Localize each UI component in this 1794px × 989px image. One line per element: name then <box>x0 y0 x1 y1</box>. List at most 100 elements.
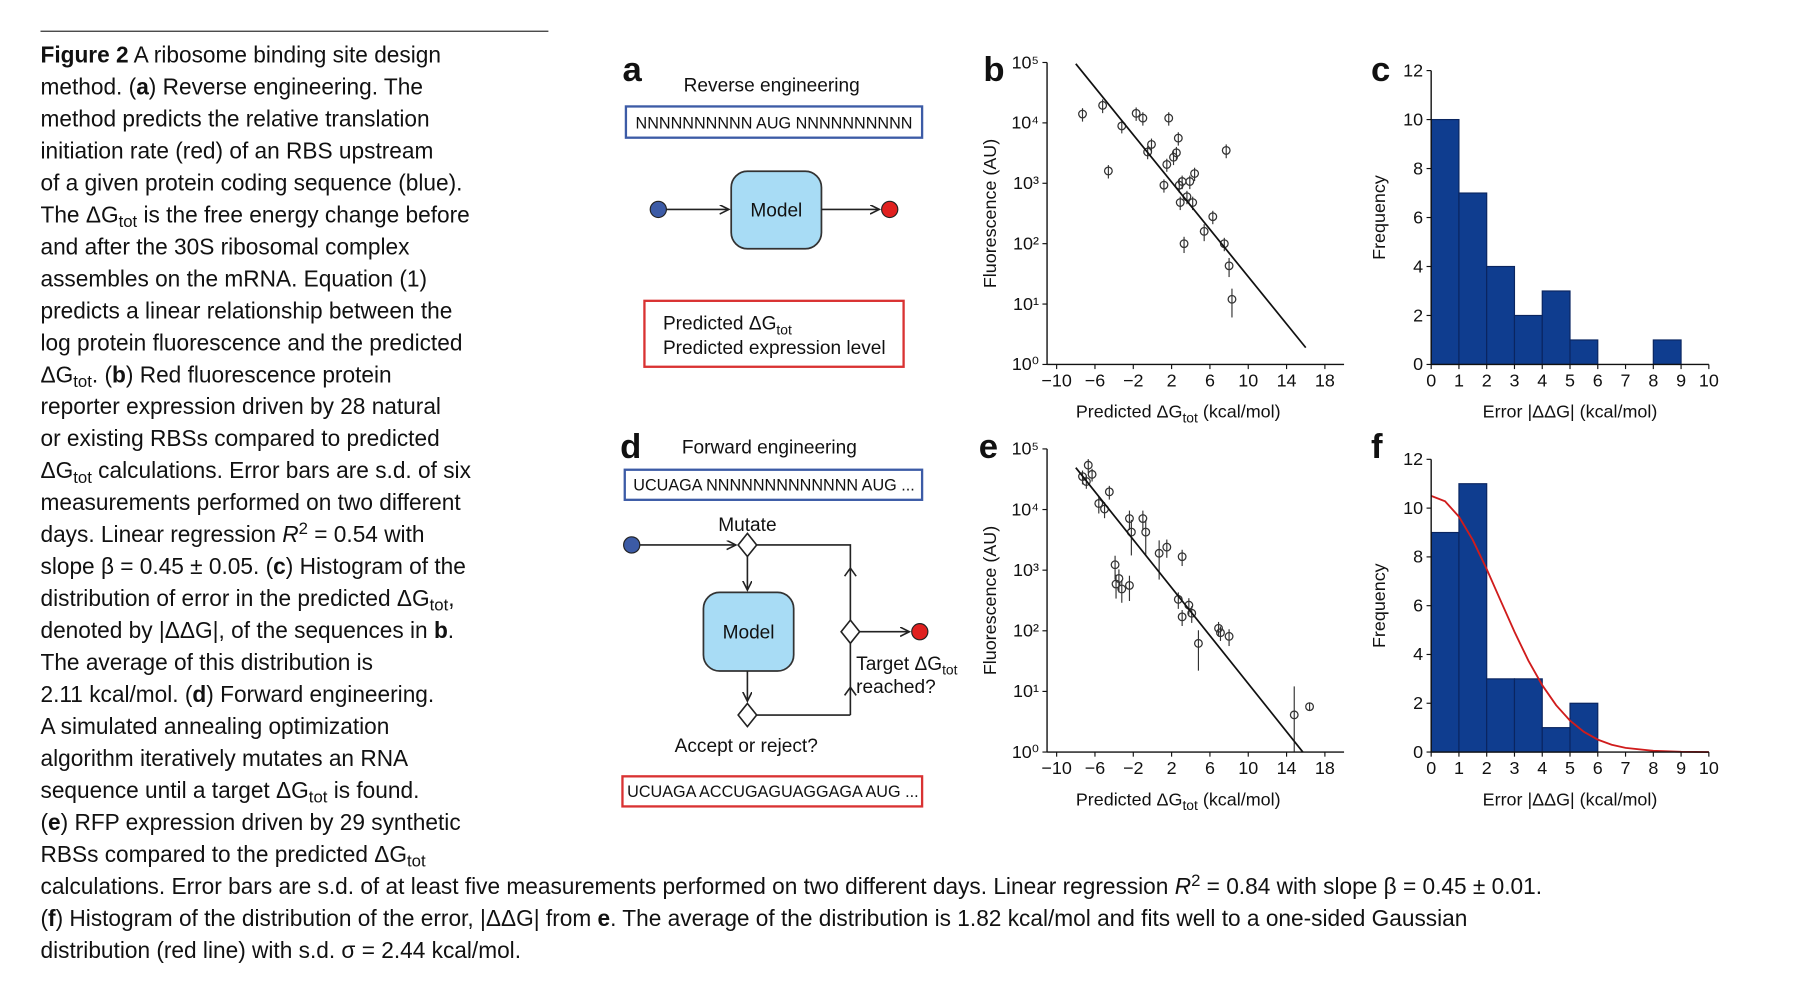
caption-text: ) Reverse engineering. The <box>149 73 423 99</box>
x-tick-label: 10 <box>1699 370 1719 390</box>
caption-text: log protein fluorescence and the predict… <box>40 329 462 355</box>
caption-text: The ΔG <box>40 201 118 227</box>
x-tick-label: 9 <box>1676 370 1686 390</box>
caption-text: e <box>48 809 61 835</box>
input-sequence: UCUAGA NNNNNNNNNNNNN AUG ... <box>633 477 915 495</box>
y-tick-label: 0 <box>1413 354 1423 374</box>
data-point <box>1173 133 1183 143</box>
y-tick-label: 6 <box>1413 207 1423 227</box>
caption-line: Figure 2 A ribosome binding site design <box>40 41 440 67</box>
data-point <box>1131 108 1141 118</box>
output-box <box>621 775 924 808</box>
regression-line <box>1075 467 1304 753</box>
caption-line: denoted by |ΔΔG|, of the sequences in b. <box>40 617 454 643</box>
caption-text: distribution of error in the predicted Δ… <box>40 585 429 611</box>
x-tick-label: 6 <box>1205 758 1215 778</box>
caption-text: b <box>434 617 448 643</box>
data-point <box>1216 628 1225 638</box>
x-tick-label: 3 <box>1509 758 1519 778</box>
caption-line: reporter expression driven by 28 natural <box>40 393 440 419</box>
y-axis-label: Fluorescence (AU) <box>980 526 1000 675</box>
caption-line: log protein fluorescence and the predict… <box>40 329 462 355</box>
caption-text: R <box>1175 873 1191 899</box>
input-node <box>623 536 641 554</box>
data-point <box>1164 113 1174 123</box>
y-tick-label: 0 <box>1413 742 1423 762</box>
x-tick-label: −10 <box>1041 758 1071 778</box>
data-point <box>1154 548 1164 558</box>
histogram-bar <box>1652 339 1682 366</box>
data-point <box>1138 113 1148 123</box>
y-axis-label: Frequency <box>1369 175 1389 260</box>
data-point <box>1208 212 1218 222</box>
caption-line: measurements performed on two different <box>40 489 461 515</box>
y-tick-label: 8 <box>1413 158 1423 178</box>
caption-text: The average of this distribution is <box>40 649 372 675</box>
data-point <box>1083 460 1093 470</box>
output-text: Predicted ΔG <box>663 314 776 335</box>
output-node <box>881 200 899 219</box>
caption-text: slope β = 0.45 ± 0.05. ( <box>40 553 273 579</box>
y-tick-label: 10⁵ <box>1012 439 1039 459</box>
panel-label: d <box>620 428 641 466</box>
caption-text: ) Red fluorescence protein <box>126 361 392 387</box>
caption-text: . ( <box>92 361 113 387</box>
caption-text: initiation rate (red) of an RBS upstream <box>40 137 433 163</box>
decision-diamond <box>737 532 758 558</box>
caption-text: is found. <box>327 777 419 803</box>
caption-text: calculations. Error bars are s.d. of six <box>92 457 472 483</box>
decision-diamond <box>840 618 861 645</box>
data-point <box>1224 631 1234 641</box>
data-point <box>1171 148 1181 158</box>
x-tick-label: 14 <box>1277 370 1297 390</box>
caption-line: initiation rate (red) of an RBS upstream <box>40 137 433 163</box>
up-arrow <box>843 566 857 577</box>
caption-line: RBSs compared to the predicted ΔGtot <box>40 841 425 871</box>
y-tick-label: 10⁰ <box>1012 742 1039 762</box>
model-label: Model <box>723 623 775 644</box>
caption-line: or existing RBSs compared to predicted <box>40 425 439 451</box>
x-tick-label: 8 <box>1648 758 1658 778</box>
x-tick-label: 6 <box>1593 758 1603 778</box>
chart-e: e 10⁰ 10¹ 10² 10³ 10⁴ 10⁵ −10 −6 −2 2 6 10 14 18 Fluore… <box>979 428 1345 813</box>
y-tick-label: 10⁴ <box>1011 499 1039 519</box>
data-point <box>1147 139 1156 149</box>
caption-text: d <box>192 681 206 707</box>
caption-text: , <box>448 585 454 611</box>
caption-line: A simulated annealing optimization <box>40 713 389 739</box>
x-tick-label: −2 <box>1123 758 1143 778</box>
y-axis-label: Fluorescence (AU) <box>980 139 1000 288</box>
loop-line <box>756 544 852 621</box>
x-tick-label: 2 <box>1482 758 1492 778</box>
caption-line: (e) RFP expression driven by 29 syntheti… <box>40 809 460 835</box>
caption-text: distribution (red line) with s.d. σ = 2.… <box>40 937 521 963</box>
panel-label: a <box>622 51 642 89</box>
x-tick-label: −6 <box>1085 758 1105 778</box>
y-tick-label: 2 <box>1413 305 1423 325</box>
caption-text: ΔG <box>40 361 73 387</box>
caption-text: reporter expression driven by 28 natural <box>40 393 440 419</box>
histogram-bar <box>1541 290 1571 366</box>
x-tick-label: −6 <box>1085 370 1105 390</box>
y-tick-label: 10⁰ <box>1012 354 1039 374</box>
data-point <box>1305 702 1315 712</box>
gaussian-curve <box>1430 495 1709 753</box>
y-tick-label: 6 <box>1413 595 1423 615</box>
caption-text: 2 <box>1191 871 1200 890</box>
caption-line: method predicts the relative translation <box>40 105 429 131</box>
x-axis-label-text: Predicted ΔG <box>1076 789 1183 809</box>
x-axis-label-text: tot <box>1182 409 1198 425</box>
x-tick-label: 14 <box>1277 758 1297 778</box>
panel-d: d Forward engineering UCUAGA NNNNNNNNNNN… <box>620 428 958 808</box>
data-point <box>1159 180 1169 190</box>
y-tick-label: 8 <box>1413 547 1423 567</box>
histogram-bar <box>1513 314 1543 366</box>
caption-line: assembles on the mRNA. Equation (1) <box>40 265 427 291</box>
x-tick-label: 2 <box>1482 370 1492 390</box>
data-point <box>1193 638 1203 648</box>
x-tick-label: 2 <box>1167 370 1177 390</box>
caption-line: (f) Histogram of the distribution of the… <box>40 905 1467 931</box>
caption-line: sequence until a target ΔGtot is found. <box>40 777 419 807</box>
histogram-bar <box>1569 339 1599 366</box>
x-axis-label: Predicted ΔGtot (kcal/mol) <box>1076 402 1281 426</box>
